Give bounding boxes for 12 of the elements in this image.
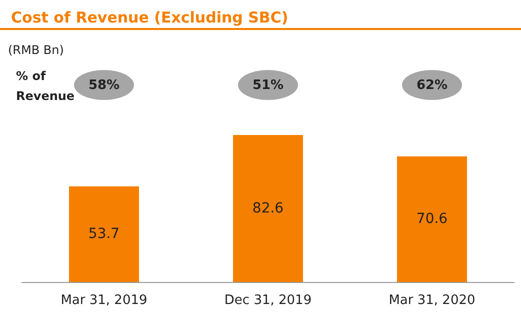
data-label: 82.6 [252, 200, 284, 216]
data-label: 53.7 [88, 226, 120, 242]
oval-badge: 62% [402, 70, 462, 100]
data-label: 70.6 [416, 211, 448, 228]
oval-badge: 58% [74, 70, 134, 100]
x-tick-label: Mar 31, 2019 [60, 293, 148, 308]
chart-title: Cost of Revenue (Excluding SBC) [11, 8, 288, 26]
x-tick-label: Dec 31, 2019 [224, 293, 312, 308]
x-tick-label: Mar 31, 2020 [388, 293, 476, 308]
oval-badge: 51% [238, 70, 298, 100]
text: (RMB Bn) [8, 43, 64, 57]
text: % of Revenue [16, 69, 75, 103]
